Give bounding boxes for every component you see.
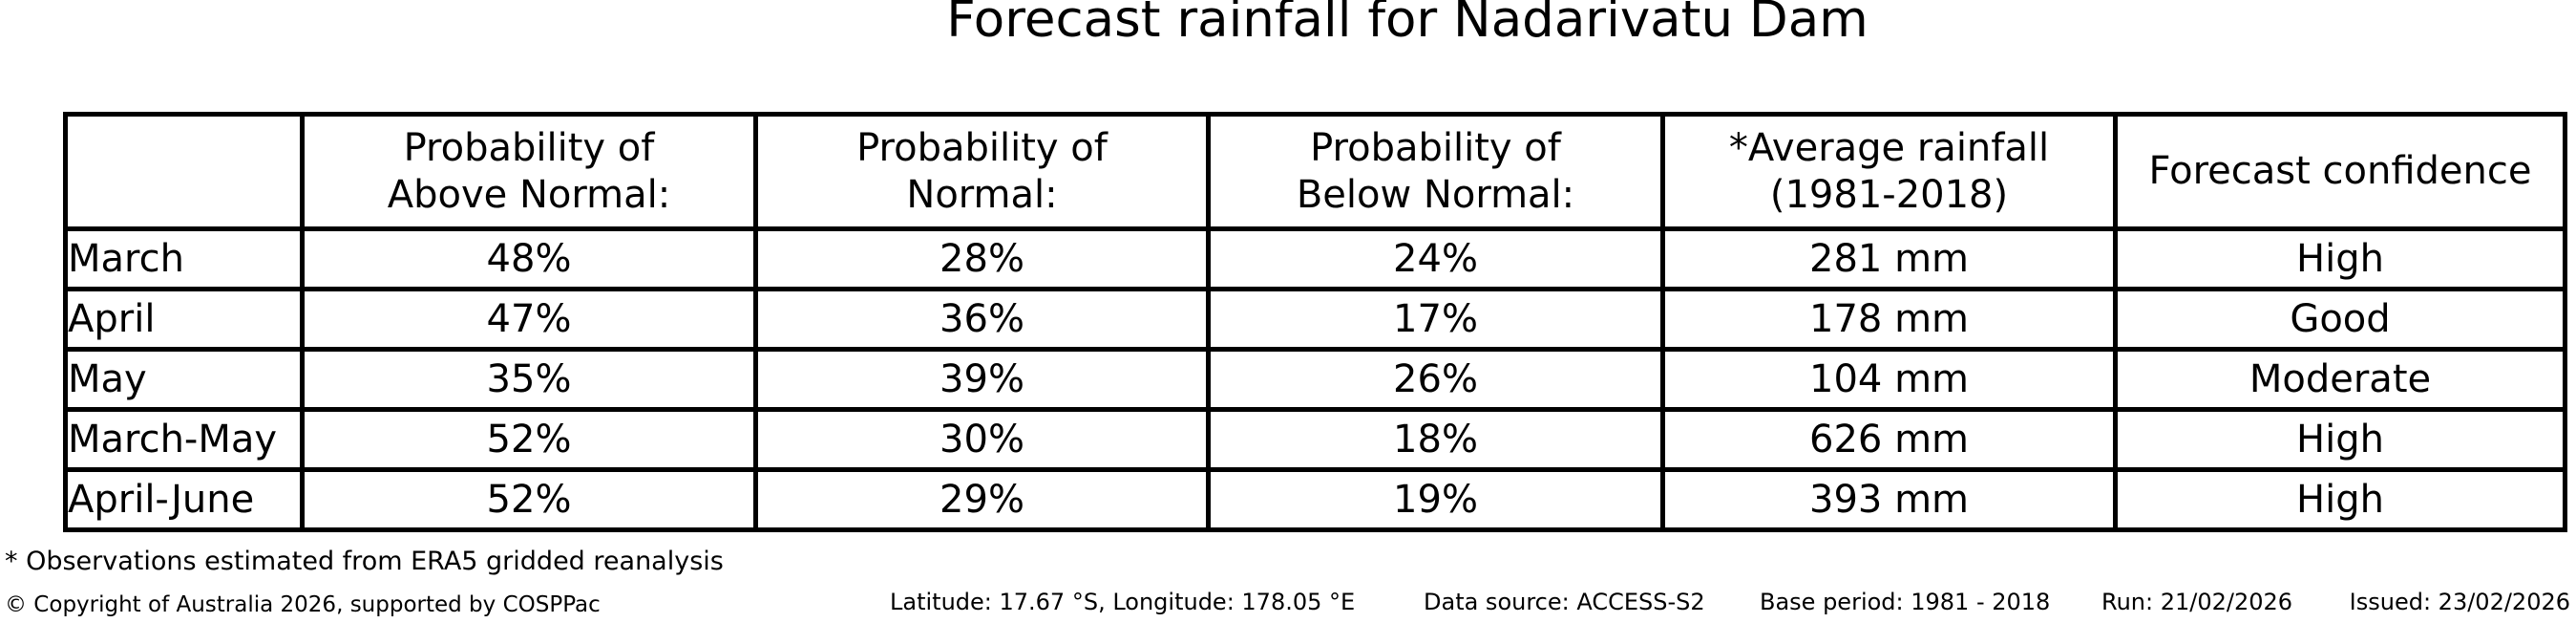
cell-below-normal: 19% — [1206, 467, 1665, 532]
cell-average-rainfall: 626 mm — [1660, 407, 2118, 472]
forecast-table: Probability of Above Normal: Probability… — [63, 112, 2567, 532]
cell-above-normal: 47% — [300, 287, 758, 352]
issued-date-text: Issued: 23/02/2026 — [2349, 589, 2570, 615]
observations-footnote: * Observations estimated from ERA5 gridd… — [5, 547, 724, 576]
col-header-normal: Probability of Normal: — [753, 112, 1211, 231]
row-label: May — [63, 347, 305, 412]
cell-average-rainfall: 393 mm — [1660, 467, 2118, 532]
table-row-april-june: April-June 52% 29% 19% 393 mm High — [63, 467, 2567, 532]
cell-average-rainfall: 178 mm — [1660, 287, 2118, 352]
copyright-text: © Copyright of Australia 2026, supported… — [5, 592, 601, 617]
cell-above-normal: 52% — [300, 407, 758, 472]
page-title: Forecast rainfall for Nadarivatu Dam — [946, 0, 1869, 49]
row-label: March-May — [63, 407, 305, 472]
cell-normal: 30% — [753, 407, 1211, 472]
cell-above-normal: 48% — [300, 226, 758, 291]
table-row-april: April 47% 36% 17% 178 mm Good — [63, 287, 2567, 352]
table-row-march-may: March-May 52% 30% 18% 626 mm High — [63, 407, 2567, 472]
table-header-row: Probability of Above Normal: Probability… — [63, 112, 2567, 231]
col-header-forecast-confidence: Forecast confidence — [2113, 112, 2567, 231]
data-source-text: Data source: ACCESS-S2 — [1424, 589, 1705, 615]
cell-average-rainfall: 281 mm — [1660, 226, 2118, 291]
base-period-text: Base period: 1981 - 2018 — [1760, 589, 2051, 615]
cell-normal: 28% — [753, 226, 1211, 291]
cell-below-normal: 24% — [1206, 226, 1665, 291]
cell-confidence: Good — [2113, 287, 2567, 352]
cell-below-normal: 17% — [1206, 287, 1665, 352]
row-label: March — [63, 226, 305, 291]
row-label: April-June — [63, 467, 305, 532]
cell-below-normal: 26% — [1206, 347, 1665, 412]
cell-above-normal: 35% — [300, 347, 758, 412]
cell-normal: 36% — [753, 287, 1211, 352]
row-label: April — [63, 287, 305, 352]
run-date-text: Run: 21/02/2026 — [2101, 589, 2293, 615]
corner-cell — [63, 112, 305, 231]
cell-confidence: High — [2113, 407, 2567, 472]
table-row-march: March 48% 28% 24% 281 mm High — [63, 226, 2567, 291]
col-header-below-normal: Probability of Below Normal: — [1206, 112, 1665, 231]
table-row-may: May 35% 39% 26% 104 mm Moderate — [63, 347, 2567, 412]
cell-normal: 39% — [753, 347, 1211, 412]
cell-confidence: Moderate — [2113, 347, 2567, 412]
cell-confidence: High — [2113, 467, 2567, 532]
col-header-above-normal: Probability of Above Normal: — [300, 112, 758, 231]
cell-above-normal: 52% — [300, 467, 758, 532]
cell-normal: 29% — [753, 467, 1211, 532]
lat-long-text: Latitude: 17.67 °S, Longitude: 178.05 °E — [890, 589, 1356, 615]
cell-average-rainfall: 104 mm — [1660, 347, 2118, 412]
cell-below-normal: 18% — [1206, 407, 1665, 472]
col-header-average-rainfall: *Average rainfall (1981-2018) — [1660, 112, 2118, 231]
cell-confidence: High — [2113, 226, 2567, 291]
